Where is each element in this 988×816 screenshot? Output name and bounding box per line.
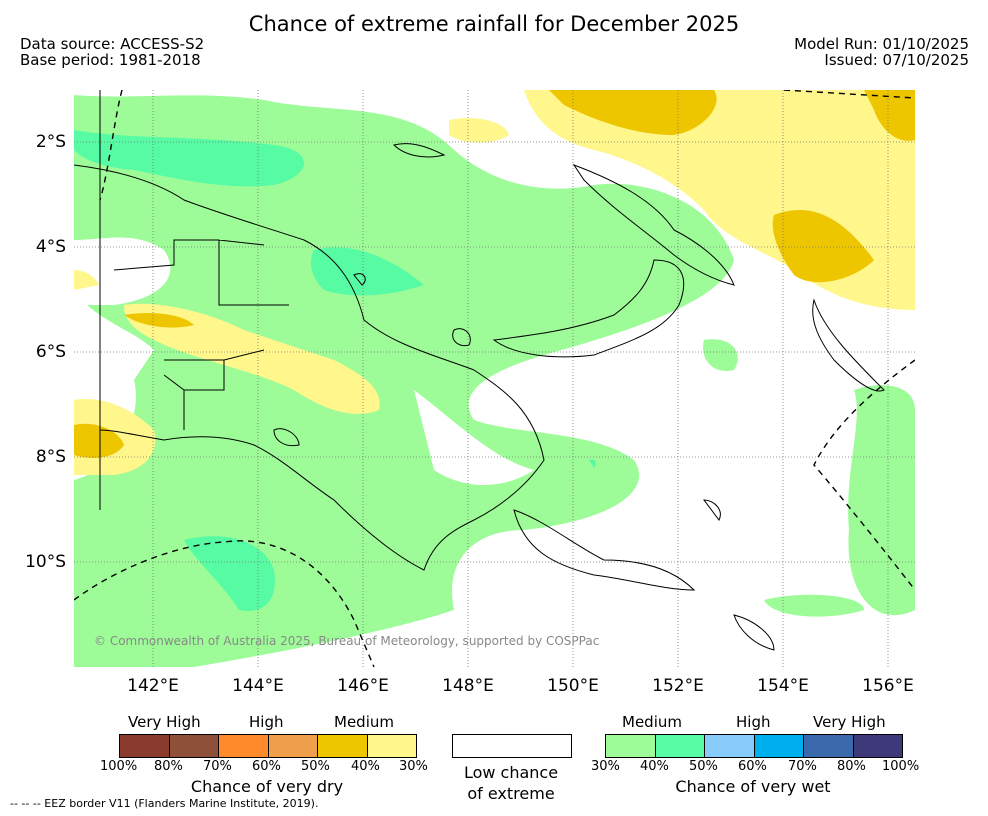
wet-swatch-5 [804,735,854,757]
dry-pct-30: 30% [399,759,428,774]
wet-level-very-high: Very High [813,713,886,731]
lat-label-10s: 10°S [25,552,66,572]
wet-pct-30: 30% [591,759,620,774]
lat-label-2s: 2°S [35,132,66,152]
dry-pct-40: 40% [351,759,380,774]
wet-caption: Chance of very wet [675,777,831,796]
wet-level-high: High [736,713,771,731]
wet-pct-70: 70% [788,759,817,774]
issued-date: Issued: 07/10/2025 [824,51,969,69]
map-title: Chance of extreme rainfall for December … [248,12,740,36]
dry-swatch-2 [169,735,219,757]
lon-label-142e: 142°E [127,676,179,696]
lat-label-6s: 6°S [35,342,66,362]
coastlines [74,90,885,651]
dry-caption: Chance of very dry [190,777,344,796]
wet-high-areas [74,130,597,611]
lon-label-146e: 146°E [337,676,389,696]
dry-pct-80: 80% [154,759,183,774]
lat-label-8s: 8°S [35,447,66,467]
wet-medium-areas [74,95,915,667]
neutral-swatch [452,734,572,758]
dry-level-very-high: Very High [128,713,201,731]
lon-label-148e: 148°E [442,676,494,696]
lon-label-154e: 154°E [757,676,809,696]
wet-swatch-4 [754,735,804,757]
wet-pct-40: 40% [640,759,669,774]
lon-label-156e: 156°E [862,676,914,696]
wet-swatch-3 [705,735,755,757]
wet-swatch-6 [853,735,902,757]
dry-swatch-4 [268,735,318,757]
lon-label-150e: 150°E [547,676,599,696]
wet-pct-80: 80% [837,759,866,774]
neutral-caption-line1: Low chance [463,763,559,782]
wet-pct-50: 50% [689,759,718,774]
model-run: Model Run: 01/10/2025 [794,35,969,53]
data-source: Data source: ACCESS-S2 [20,35,205,53]
copyright-text: © Commonwealth of Australia 2025, Bureau… [94,634,599,648]
lat-label-4s: 4°S [35,237,66,257]
wet-pct-60: 60% [738,759,767,774]
dry-pct-70: 70% [203,759,232,774]
wet-pct-100: 100% [882,759,920,774]
dry-colorbar [119,734,417,758]
base-period: Base period: 1981-2018 [20,51,201,69]
dry-medium-areas [74,90,915,458]
dry-swatch-6 [367,735,416,757]
dry-swatch-3 [219,735,269,757]
lon-label-152e: 152°E [652,676,704,696]
eez-footnote: -- -- -- EEZ border V11 (Flanders Marine… [10,797,319,810]
dry-swatch-1 [120,735,170,757]
neutral-caption-line2: of extreme [467,784,555,803]
dry-pct-50: 50% [301,759,330,774]
dry-swatch-5 [318,735,368,757]
wet-swatch-1 [606,735,656,757]
wet-swatch-2 [655,735,705,757]
lon-label-144e: 144°E [232,676,284,696]
dry-pct-60: 60% [252,759,281,774]
dry-level-medium: Medium [334,713,394,731]
wet-colorbar [605,734,903,758]
dry-pct-100: 100% [100,759,138,774]
graticule [74,90,915,667]
dry-level-high: High [249,713,284,731]
eez-borders [74,90,915,667]
rainfall-map: © Commonwealth of Australia 2025, Bureau… [74,90,915,667]
wet-level-medium: Medium [622,713,682,731]
